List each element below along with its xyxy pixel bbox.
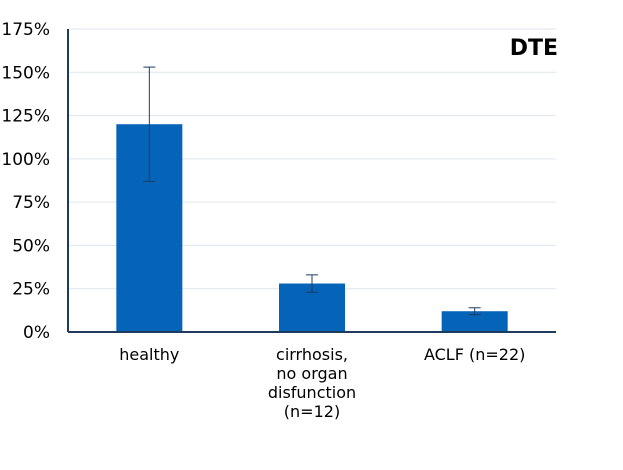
x-category-label-line: no organ	[276, 364, 347, 383]
x-category-label: cirrhosis, no organ disfunction (n=12)	[268, 345, 356, 421]
bars	[116, 124, 508, 332]
x-category-label: ACLF (n=22)	[424, 345, 525, 364]
x-category-label-line: disfunction	[268, 383, 356, 402]
x-category-label-line: healthy	[119, 345, 179, 364]
y-tick-label: 150%	[1, 63, 50, 83]
error-bar	[468, 307, 481, 316]
x-category-label-line: cirrhosis,	[276, 345, 348, 364]
y-tick-label: 100%	[1, 150, 50, 170]
y-tick-label: 50%	[12, 236, 50, 256]
bar	[441, 311, 508, 332]
error-bars	[143, 66, 481, 316]
y-tick-label: 25%	[12, 280, 50, 300]
y-tick-label: 75%	[12, 193, 50, 213]
y-tick-label: 175%	[1, 20, 50, 40]
chart-title: DTE	[510, 36, 558, 61]
x-category-labels: healthy cirrhosis, no organ disfunction (n=1…	[119, 345, 525, 421]
axes	[67, 29, 556, 333]
y-tick-label: 125%	[1, 107, 50, 127]
error-bar	[306, 274, 318, 293]
x-category-label: healthy	[119, 345, 179, 364]
y-tick-labels: 0% 25% 50% 75% 100% 125% 150% 175%	[1, 20, 50, 343]
y-tick-label: 0%	[23, 323, 50, 343]
error-bar	[143, 66, 156, 182]
x-category-label-line: ACLF (n=22)	[424, 345, 525, 364]
x-category-label-line: (n=12)	[284, 402, 340, 421]
